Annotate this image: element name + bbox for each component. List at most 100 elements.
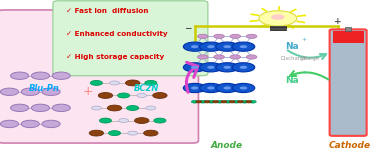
FancyBboxPatch shape — [53, 1, 208, 76]
Circle shape — [107, 105, 122, 111]
Text: BC2N: BC2N — [134, 84, 160, 93]
Circle shape — [200, 83, 222, 93]
Circle shape — [240, 45, 247, 48]
Circle shape — [214, 55, 225, 59]
Text: Na: Na — [285, 76, 299, 85]
Circle shape — [99, 118, 112, 123]
Circle shape — [183, 42, 206, 51]
Circle shape — [204, 101, 210, 103]
Circle shape — [0, 120, 19, 128]
Circle shape — [246, 101, 252, 103]
Circle shape — [119, 119, 129, 123]
Circle shape — [90, 80, 102, 85]
Text: +: + — [83, 85, 93, 98]
Circle shape — [52, 72, 70, 79]
Circle shape — [127, 106, 139, 110]
Circle shape — [237, 101, 243, 103]
Circle shape — [42, 120, 60, 128]
Text: +: + — [334, 17, 341, 26]
Circle shape — [21, 120, 39, 128]
Circle shape — [216, 83, 239, 93]
Circle shape — [183, 63, 206, 72]
Bar — [345, 27, 351, 31]
Circle shape — [52, 104, 70, 112]
Circle shape — [233, 100, 240, 103]
Circle shape — [216, 63, 239, 72]
Text: +: + — [301, 37, 307, 41]
Circle shape — [191, 45, 198, 48]
FancyBboxPatch shape — [0, 10, 198, 143]
Text: −: − — [184, 24, 192, 33]
Circle shape — [232, 83, 255, 93]
Text: Anode: Anode — [211, 141, 243, 150]
Text: ✓ High storage capacity: ✓ High storage capacity — [66, 54, 164, 60]
Circle shape — [89, 130, 104, 136]
Circle shape — [259, 11, 297, 26]
Bar — [333, 31, 364, 43]
Circle shape — [153, 93, 167, 98]
Circle shape — [207, 86, 215, 90]
Circle shape — [246, 55, 257, 59]
Circle shape — [21, 88, 39, 95]
Circle shape — [223, 45, 231, 48]
Circle shape — [191, 86, 198, 90]
Circle shape — [31, 104, 50, 112]
Text: ✓ Fast ion  diffusion: ✓ Fast ion diffusion — [66, 8, 149, 14]
Circle shape — [91, 106, 101, 110]
Circle shape — [137, 93, 147, 97]
Circle shape — [200, 100, 206, 103]
Circle shape — [271, 14, 285, 20]
Circle shape — [125, 80, 140, 86]
Circle shape — [145, 80, 157, 85]
Circle shape — [11, 72, 29, 79]
Circle shape — [118, 93, 130, 98]
Circle shape — [212, 101, 218, 103]
Text: Blu-Pn: Blu-Pn — [28, 84, 59, 93]
Circle shape — [154, 118, 166, 123]
Circle shape — [225, 100, 231, 103]
Bar — [270, 26, 286, 30]
Circle shape — [98, 93, 113, 98]
Circle shape — [197, 55, 208, 59]
Circle shape — [223, 86, 231, 90]
FancyBboxPatch shape — [330, 29, 367, 136]
Text: +: + — [301, 70, 307, 75]
Circle shape — [230, 34, 240, 38]
Circle shape — [200, 42, 222, 51]
Circle shape — [108, 131, 121, 136]
Circle shape — [135, 118, 149, 123]
Circle shape — [31, 72, 50, 79]
Circle shape — [208, 100, 215, 103]
Circle shape — [232, 63, 255, 72]
Circle shape — [191, 100, 198, 103]
Circle shape — [249, 100, 256, 103]
Text: Na: Na — [285, 42, 299, 51]
Circle shape — [207, 66, 215, 69]
Circle shape — [42, 88, 60, 95]
Circle shape — [197, 34, 208, 38]
Text: Cathode: Cathode — [328, 141, 371, 150]
Circle shape — [214, 34, 225, 38]
Circle shape — [223, 66, 231, 69]
Circle shape — [232, 42, 255, 51]
Circle shape — [246, 34, 257, 38]
Circle shape — [183, 83, 206, 93]
Circle shape — [229, 101, 235, 103]
Circle shape — [191, 66, 198, 69]
Circle shape — [240, 66, 247, 69]
Circle shape — [241, 100, 248, 103]
Circle shape — [240, 86, 247, 90]
Circle shape — [221, 101, 227, 103]
Circle shape — [216, 42, 239, 51]
Circle shape — [128, 131, 138, 135]
Circle shape — [110, 81, 119, 85]
FancyArrowPatch shape — [186, 62, 198, 92]
Circle shape — [216, 100, 223, 103]
Text: Charge: Charge — [301, 56, 320, 61]
Circle shape — [207, 45, 215, 48]
Circle shape — [196, 101, 202, 103]
Circle shape — [146, 106, 156, 110]
Circle shape — [200, 63, 222, 72]
Circle shape — [0, 88, 19, 95]
Circle shape — [11, 104, 29, 112]
